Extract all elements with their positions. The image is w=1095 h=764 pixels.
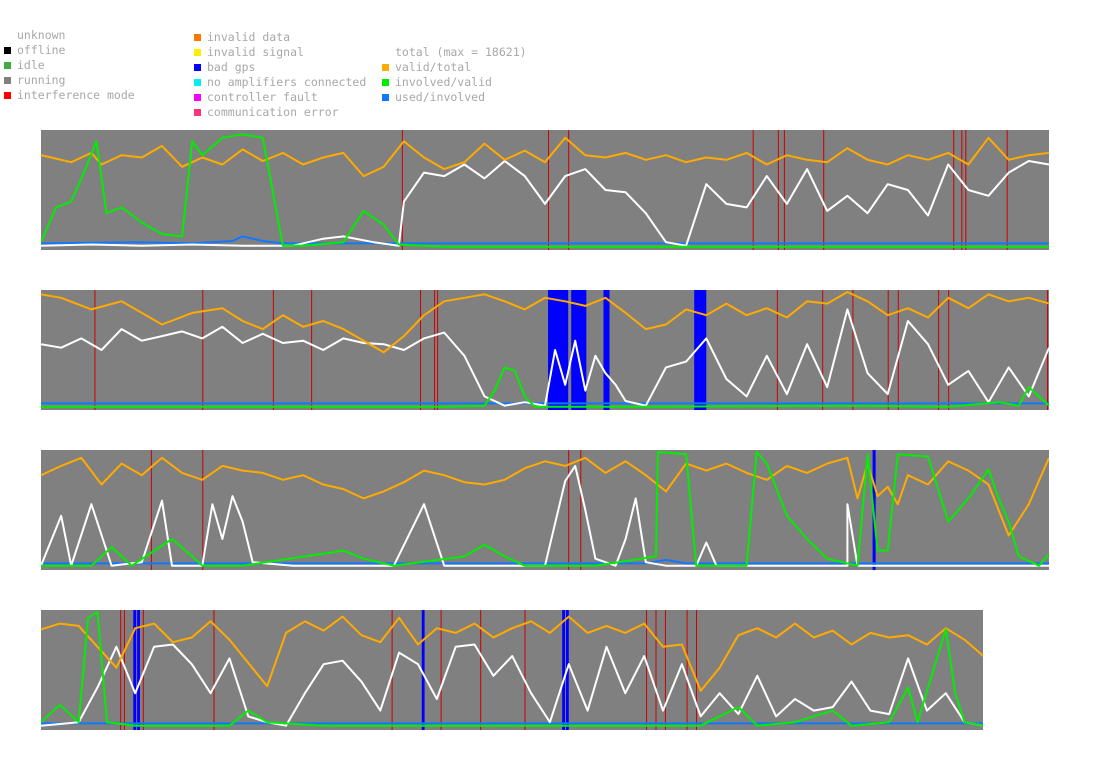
legend-swatch: [4, 92, 11, 99]
legend-swatch: [382, 64, 389, 71]
strip-1-plot: [41, 130, 1049, 250]
legend-swatch: [194, 49, 201, 56]
interference-mode-marker: [953, 130, 955, 250]
interference-mode-marker: [437, 290, 439, 410]
interference-mode-marker: [823, 130, 825, 250]
interference-mode-marker: [852, 290, 854, 410]
interference-mode-marker: [150, 450, 152, 570]
interference-mode-marker: [213, 610, 215, 730]
interference-mode-marker: [655, 610, 657, 730]
chart-strip-1: [41, 130, 1049, 250]
bad-gps-band: [421, 610, 425, 730]
chart-strip-3: [41, 450, 1049, 570]
total-line: [41, 160, 1049, 247]
interference-mode-marker: [961, 130, 963, 250]
interference-mode-marker: [783, 130, 785, 250]
legend: unknown offline idle running interferenc…: [0, 28, 1095, 123]
involved-valid-line: [41, 366, 1049, 408]
interference-mode-marker: [420, 290, 422, 410]
legend-swatch: [194, 64, 201, 71]
interference-mode-marker: [548, 130, 550, 250]
interference-mode-marker: [202, 450, 204, 570]
interference-mode-marker: [142, 610, 144, 730]
total-line: [41, 464, 1049, 567]
bad-gps-band: [694, 290, 707, 410]
legend-swatch: [194, 79, 201, 86]
interference-mode-marker: [897, 290, 899, 410]
interference-mode-marker: [568, 130, 570, 250]
strip-2-plot: [41, 290, 1049, 410]
interference-mode-marker: [696, 610, 698, 730]
bad-gps-band: [580, 290, 587, 410]
interference-mode-marker: [391, 610, 393, 730]
bad-gps-band: [548, 290, 569, 410]
legend-swatch: [4, 47, 11, 54]
interference-mode-marker: [401, 130, 403, 250]
interference-mode-marker: [752, 130, 754, 250]
interference-mode-marker: [434, 290, 436, 410]
interference-mode-marker: [202, 290, 204, 410]
involved-valid-line: [41, 451, 1049, 567]
involved-valid-line: [41, 133, 1049, 248]
used-involved-line: [41, 235, 1049, 245]
legend-swatch: [382, 94, 389, 101]
chart-strip-2: [41, 290, 1049, 410]
valid-total-line: [41, 136, 1049, 178]
interference-mode-marker: [777, 130, 779, 250]
bad-gps-band: [137, 610, 140, 730]
interference-mode-marker: [480, 610, 482, 730]
running-background: [41, 450, 1049, 570]
valid-total-line: [41, 456, 1049, 537]
interference-mode-marker: [938, 290, 940, 410]
interference-mode-marker: [646, 610, 648, 730]
chart-strip-4: [41, 610, 984, 730]
bad-gps-band: [133, 610, 137, 730]
involved-valid-line: [41, 611, 984, 727]
strip-3-plot: [41, 450, 1049, 570]
interference-mode-marker: [311, 290, 313, 410]
legend-swatch: [194, 109, 201, 116]
interference-mode-marker: [664, 610, 666, 730]
legend-swatch: [382, 79, 389, 86]
strip-4-plot: [41, 610, 984, 730]
interference-mode-marker: [686, 610, 688, 730]
interference-mode-marker: [440, 610, 442, 730]
running-background: [41, 610, 984, 730]
interference-mode-marker: [822, 290, 824, 410]
interference-mode-marker: [580, 450, 582, 570]
interference-mode-marker: [123, 610, 125, 730]
bad-gps-band: [562, 610, 566, 730]
legend-swatch: [194, 34, 201, 41]
interference-mode-marker: [887, 290, 889, 410]
total-line: [41, 308, 1049, 407]
bad-gps-band: [603, 290, 610, 410]
interference-mode-marker: [776, 290, 778, 410]
interference-mode-marker: [120, 610, 122, 730]
interference-mode-marker: [524, 610, 526, 730]
interference-mode-marker: [1006, 130, 1008, 250]
legend-swatch: [4, 62, 11, 69]
valid-total-line: [41, 615, 984, 692]
interference-mode-marker: [965, 130, 967, 250]
legend-swatch: [194, 94, 201, 101]
interference-mode-marker: [568, 450, 570, 570]
interference-mode-marker: [94, 290, 96, 410]
valid-total-line: [41, 291, 1049, 354]
interference-mode-marker: [272, 290, 274, 410]
total-line: [41, 643, 984, 727]
interference-mode-marker: [948, 290, 950, 410]
legend-swatch: [4, 77, 11, 84]
